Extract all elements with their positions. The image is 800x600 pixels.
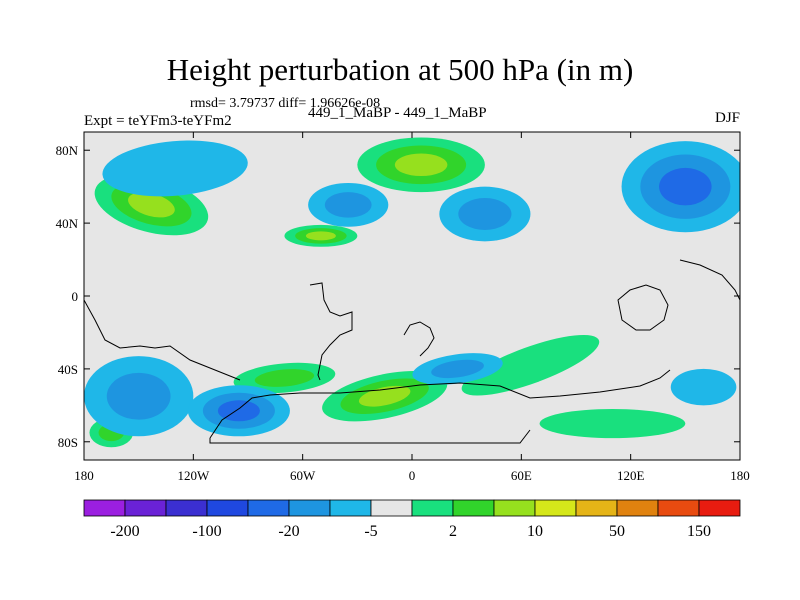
- south-america-outline: [309, 282, 353, 381]
- season-label: DJF: [714, 110, 740, 126]
- antarctica-outline: [209, 369, 671, 444]
- colorbar-box: [657, 499, 700, 517]
- pos-n-america-level-2: [305, 231, 336, 241]
- y-axis: 80N 40N 0 40S 80S: [56, 143, 740, 450]
- colorbar-label: -100: [192, 523, 221, 540]
- pos-s-indian-level-0: [539, 408, 686, 439]
- asia-outline: [679, 259, 740, 301]
- neg-s-atlantic-level-1: [431, 359, 484, 379]
- contour-fields: [84, 137, 740, 448]
- y-tick-label: 80S: [58, 435, 78, 450]
- colorbar-box: [698, 499, 741, 517]
- west-coast-outline: [84, 299, 241, 381]
- pos-indian-level-0: [461, 335, 600, 396]
- y-tick-label: 40N: [56, 216, 79, 231]
- x-tick-label: 180: [74, 468, 94, 483]
- experiment-label: Expt = teYFm3-teYFm2: [84, 113, 232, 129]
- colorbar-label: -20: [278, 523, 299, 540]
- colorbar-box: [452, 499, 495, 517]
- africa-outline: [403, 321, 435, 357]
- y-tick-label: 0: [72, 289, 79, 304]
- colorbar-box: [534, 499, 577, 517]
- australia-outline: [617, 284, 669, 331]
- land-outline: [84, 259, 740, 444]
- x-axis: 180 120W 60W 0 60E 120E 180: [74, 132, 750, 483]
- colorbar-label: 150: [687, 523, 711, 540]
- pos-n-pacific-level-2: [128, 192, 175, 218]
- neg-siberia-level-1: [458, 198, 512, 230]
- colorbar-box: [124, 499, 167, 517]
- colorbar-box: [206, 499, 249, 517]
- colorbar-box: [83, 499, 126, 517]
- colorbar-label: 50: [609, 523, 625, 540]
- colorbar-label: -5: [364, 523, 377, 540]
- y-tick-label: 40S: [58, 362, 78, 377]
- pos-n-atlantic-arctic-level-2: [394, 153, 448, 177]
- stats-label: rmsd= 3.79737 diff= 1.96626e-08: [190, 96, 381, 111]
- colorbar-label: 2: [449, 523, 457, 540]
- y-tick-label: 80N: [56, 143, 79, 158]
- x-tick-label: 120E: [617, 468, 645, 483]
- neg-e-pacific-level-0: [670, 368, 737, 406]
- colorbar-box: [493, 499, 536, 517]
- neg-s-pacific-west-level-1: [106, 372, 171, 420]
- colorbar-label: 10: [527, 523, 543, 540]
- x-tick-label: 0: [409, 468, 416, 483]
- x-tick-label: 120W: [177, 468, 210, 483]
- neg-n-atlantic-level-1: [324, 192, 372, 218]
- colorbar-box: [247, 499, 290, 517]
- neg-n-pacific-east-level-2: [659, 167, 712, 206]
- case-label: 449_1_MaBP - 449_1_MaBP: [308, 105, 487, 121]
- colorbar-box: [411, 499, 454, 517]
- pos-s-se-pacific-level-1: [254, 369, 315, 387]
- x-tick-label: 60E: [511, 468, 532, 483]
- colorbar: -200 -100 -20 -5 2 10 50 150: [83, 499, 741, 540]
- x-tick-label: 180: [730, 468, 750, 483]
- neg-arctic-pacific-level-0: [102, 140, 248, 197]
- colorbar-label: -200: [110, 523, 139, 540]
- colorbar-box: [575, 499, 618, 517]
- colorbar-box: [288, 499, 331, 517]
- x-tick-label: 60W: [290, 468, 316, 483]
- colorbar-box: [370, 499, 413, 517]
- colorbar-box: [616, 499, 659, 517]
- colorbar-box: [329, 499, 372, 517]
- colorbar-box: [165, 499, 208, 517]
- chart-title: Height perturbation at 500 hPa (in m): [166, 52, 634, 87]
